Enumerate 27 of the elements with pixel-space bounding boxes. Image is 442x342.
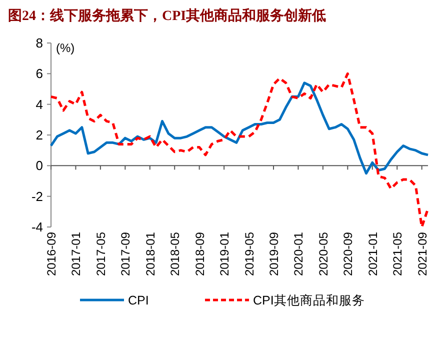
x-tick-label: 2019-01 <box>218 232 232 276</box>
x-tick-label: 2021-05 <box>390 232 405 276</box>
x-tick-label: 2018-05 <box>168 232 182 276</box>
x-tick-label: 2016-09 <box>44 232 58 276</box>
x-tick-label: 2019-05 <box>242 232 256 276</box>
y-tick-label: -4 <box>31 220 43 234</box>
x-tick-label: 2017-09 <box>118 232 133 276</box>
legend-label: CPI其他商品和服务 <box>253 294 365 308</box>
x-tick-label: 2020-09 <box>341 232 356 276</box>
x-tick-label: 2018-01 <box>143 232 158 276</box>
x-tick-label: 2021-09 <box>415 232 430 276</box>
legend-label: CPI <box>128 294 149 308</box>
y-axis-title: (%) <box>56 41 75 55</box>
y-tick-label: 8 <box>36 36 43 50</box>
y-tick-label: 6 <box>36 66 43 82</box>
y-tick-label: 4 <box>36 96 43 112</box>
x-tick-label: 2017-05 <box>94 232 108 276</box>
x-tick-label: 2020-05 <box>316 232 330 276</box>
x-tick-label: 2020-01 <box>292 232 306 276</box>
y-tick-label: -2 <box>31 188 43 204</box>
chart-title: 图24：线下服务拖累下，CPI其他商品和服务创新低 <box>8 7 326 24</box>
x-tick-label: 2017-01 <box>69 232 84 276</box>
x-tick-label: 2021-01 <box>366 232 380 276</box>
y-tick-label: 2 <box>36 128 43 142</box>
y-tick-label: 0 <box>36 158 43 174</box>
x-tick-label: 2019-09 <box>266 232 281 276</box>
x-tick-label: 2018-09 <box>192 232 207 276</box>
